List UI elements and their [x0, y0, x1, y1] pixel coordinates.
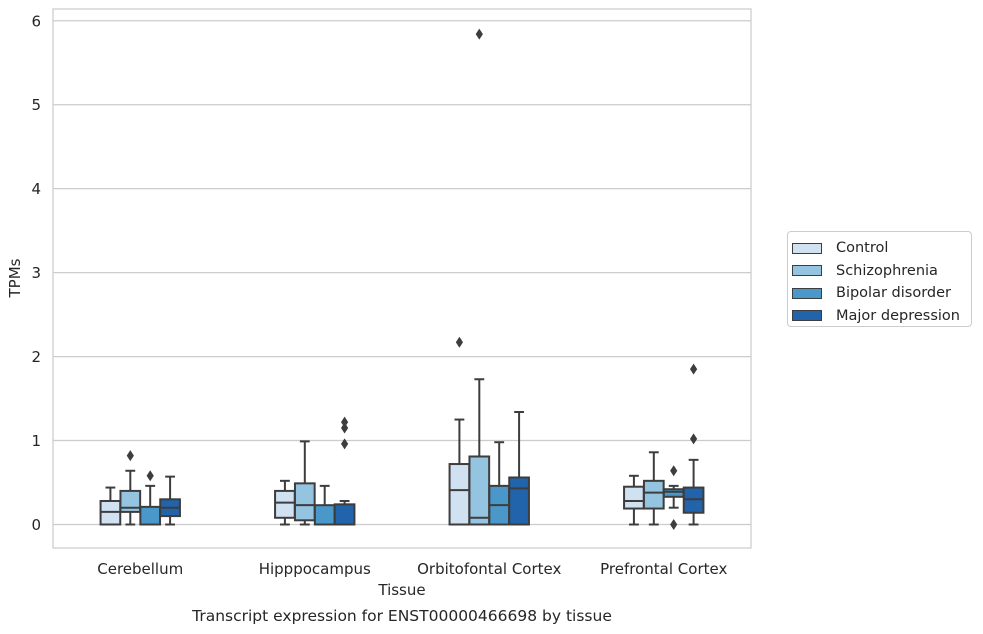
outlier-point	[689, 433, 698, 445]
box-body	[448, 463, 471, 526]
box-major-depression	[333, 416, 356, 526]
legend-label: Schizophrenia	[836, 262, 938, 279]
box-schizophrenia	[468, 28, 491, 526]
outlier-point	[340, 416, 349, 428]
outlier-point	[126, 450, 134, 462]
x-axis-label: Tissue	[377, 581, 425, 599]
grid-lines	[53, 20, 751, 526]
box-marks	[99, 28, 705, 530]
legend-swatch	[792, 242, 822, 254]
box-body	[274, 489, 296, 519]
legend-item: Bipolar disorder	[792, 282, 971, 305]
box-control	[448, 336, 471, 526]
box-control	[99, 486, 122, 526]
box-major-depression	[508, 410, 530, 526]
box-major-depression	[682, 363, 705, 526]
legend-label: Bipolar disorder	[836, 285, 951, 302]
box-body	[139, 505, 162, 526]
box-body	[642, 479, 665, 510]
legend-swatch	[792, 265, 822, 277]
outlier-point	[475, 28, 483, 40]
outlier-point	[146, 470, 154, 482]
outlier-point	[455, 336, 464, 348]
y-tick-label: 1	[31, 432, 41, 450]
y-tick-label: 4	[31, 180, 41, 198]
y-tick-labels: 0 1 2 3 4 5 6	[31, 12, 41, 534]
legend-item: Schizophrenia	[792, 260, 971, 283]
legend: Control Schizophrenia Bipolar disorder Majo…	[787, 231, 972, 327]
box-body	[508, 476, 530, 526]
outlier-point	[689, 363, 698, 375]
outlier-point	[670, 465, 678, 477]
y-tick-label: 0	[31, 516, 41, 534]
box-body	[119, 489, 142, 513]
legend-label: Control	[836, 240, 889, 257]
legend-item: Major depression	[792, 305, 971, 328]
box-schizophrenia	[642, 451, 665, 526]
box-control	[623, 474, 645, 526]
box-schizophrenia	[293, 440, 316, 526]
box-body	[623, 485, 645, 510]
chart-caption: Transcript expression for ENST0000046669…	[191, 607, 612, 625]
box-bipolar-disorder	[488, 441, 511, 526]
y-axis-label: TPMs	[6, 258, 24, 298]
legend-label: Major depression	[836, 307, 960, 324]
y-tick-label: 5	[31, 96, 41, 114]
box-bipolar-disorder	[139, 470, 162, 526]
x-tick-label: Cerebellum	[97, 560, 183, 578]
box-body	[313, 504, 336, 526]
box-schizophrenia	[119, 450, 142, 526]
box-control	[274, 479, 296, 526]
y-tick-label: 6	[31, 12, 41, 30]
box-body	[333, 503, 356, 526]
box-body	[662, 488, 685, 498]
outlier-point	[670, 518, 678, 530]
box-body	[468, 455, 491, 526]
outlier-point	[340, 422, 349, 434]
x-tick-label: Hipppocampus	[259, 560, 371, 578]
y-tick-label: 3	[31, 264, 41, 282]
y-tick-label: 2	[31, 348, 41, 366]
box-major-depression	[159, 475, 181, 526]
x-tick-label: Orbitofontal Cortex	[417, 560, 561, 578]
legend-item: Control	[792, 237, 971, 260]
legend-swatch	[792, 310, 822, 322]
box-body	[293, 482, 316, 522]
box-bipolar-disorder	[313, 484, 336, 526]
legend-swatch	[792, 287, 822, 299]
x-tick-labels: Cerebellum Hipppocampus Orbitofontal Corte…	[97, 560, 727, 578]
plot-area-frame	[52, 8, 752, 549]
x-tick-label: Prefrontal Cortex	[600, 560, 727, 578]
box-bipolar-disorder	[662, 465, 685, 530]
outlier-point	[340, 438, 349, 450]
